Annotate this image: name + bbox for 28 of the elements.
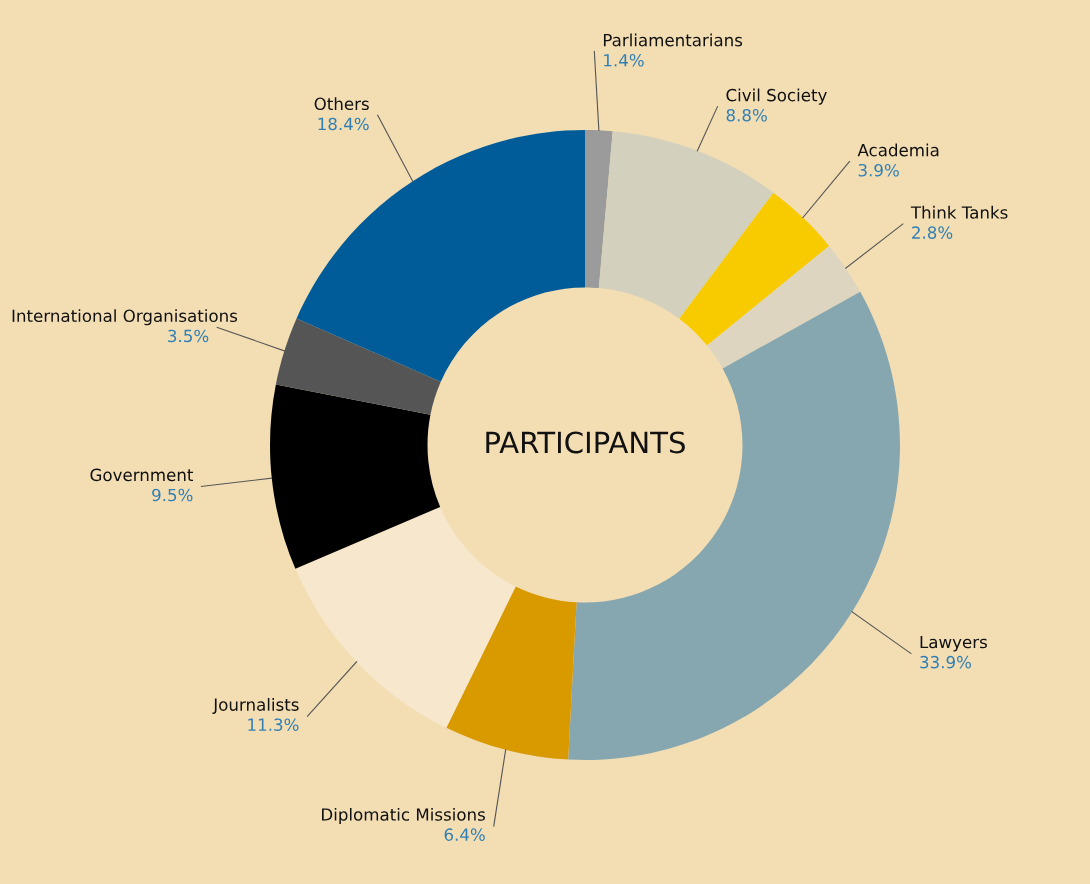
slice-label: Think Tanks [910,205,1008,219]
data-label: 6.4% [444,828,485,841]
data-label: 3.5% [168,329,209,343]
data-label: 11.3% [248,718,299,732]
donut-slice [707,245,861,369]
donut-slice [585,130,613,289]
data-label: 9.5% [152,488,193,502]
text: PARTICIPANTS [486,431,685,454]
donut-slice [446,586,577,760]
donut-slice [679,192,830,346]
slice-label: International Organisations [12,309,238,326]
donut-slice [598,131,774,319]
slice-label: Civil Society [726,88,827,105]
slice-label: Diplomatic Missions [322,807,485,825]
slice-label: Lawyers [920,635,987,652]
data-label: 1.4% [604,53,644,67]
slice-label: Parliamentarians [603,33,743,47]
slice-label: Government [90,468,194,482]
data-label: 33.9% [920,655,972,669]
slice-label: Others [314,97,369,111]
data-label: 8.8% [726,108,767,122]
donut-slice [296,130,585,382]
data-label: 2.8% [912,226,953,239]
slice-label: Academia [857,143,939,157]
data-label: 18.4% [318,117,369,131]
slice-label: Journalists [212,697,299,714]
donut-slice [270,384,441,569]
data-label: 3.9% [858,163,899,177]
